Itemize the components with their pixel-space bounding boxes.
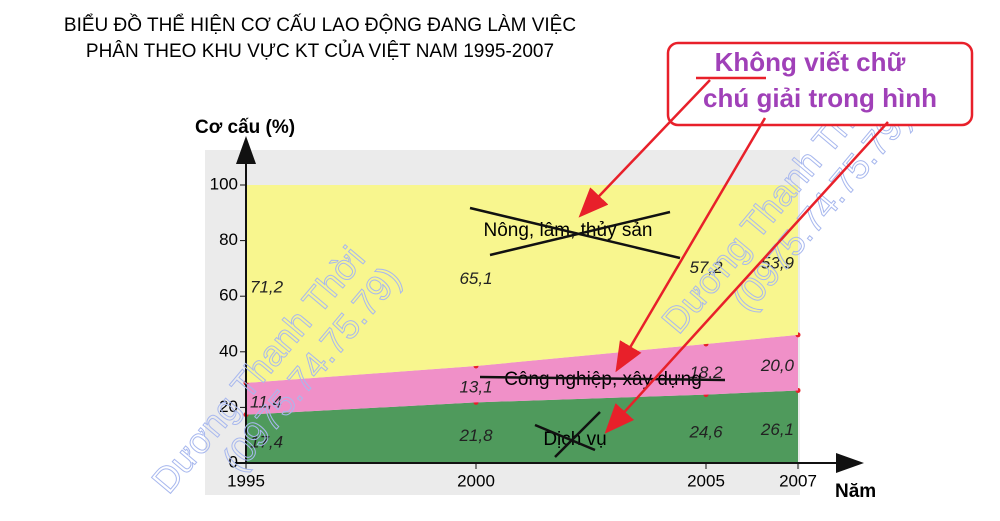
value-label: 26,1 [760, 420, 794, 439]
callout-text: Không viết chữ [715, 47, 906, 77]
value-label: 71,2 [250, 277, 284, 296]
y-tick-label: 0 [229, 452, 238, 471]
y-tick-label: 80 [219, 230, 238, 249]
area [246, 334, 798, 415]
y-axis-label: Cơ cấu (%) [195, 117, 295, 138]
callout-arrows [578, 79, 889, 434]
value-label: 57,2 [689, 258, 723, 277]
y-tick-label: 40 [219, 341, 238, 360]
value-label: 18,2 [689, 363, 723, 382]
x-tick-label: 2000 [457, 471, 495, 490]
value-label: 11,4 [250, 392, 282, 411]
x-tick-label: 2007 [779, 471, 817, 490]
area [246, 185, 798, 383]
value-label: 20,0 [760, 356, 795, 375]
value-label: 21,8 [458, 426, 493, 445]
value-label: 65,1 [459, 269, 492, 288]
value-label: 17,4 [250, 432, 283, 451]
x-axis-label: Năm [835, 481, 876, 502]
y-tick-label: 20 [219, 397, 238, 416]
callout-text: chú giải trong hình [703, 83, 937, 113]
y-tick-label: 60 [219, 286, 238, 305]
value-label: 53,9 [761, 253, 795, 272]
callout-box [666, 41, 974, 127]
value-label: 24,6 [688, 422, 723, 441]
chart-title: PHÂN THEO KHU VỰC KT CỦA VIỆT NAM 1995-2… [86, 40, 554, 62]
area [246, 390, 798, 463]
value-label: 13,1 [459, 378, 492, 397]
x-tick-label: 2005 [687, 471, 725, 490]
cross-outs [469, 206, 726, 458]
x-tick-label: 1995 [227, 471, 265, 490]
y-tick-label: 100 [210, 174, 238, 193]
chart-title: BIỂU ĐỒ THỂ HIỆN CƠ CẤU LAO ĐỘNG ĐANG LÀ… [64, 14, 576, 36]
